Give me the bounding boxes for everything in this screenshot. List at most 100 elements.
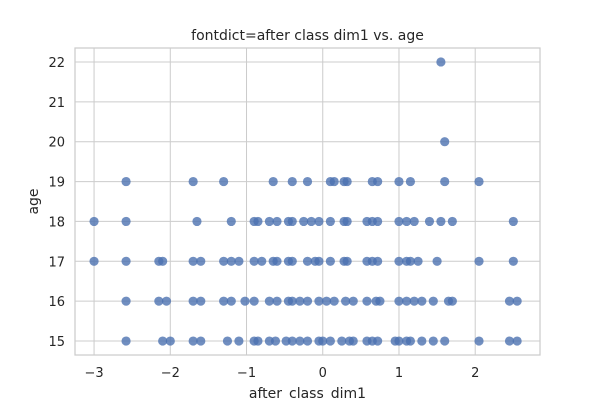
data-point xyxy=(234,256,244,266)
data-point xyxy=(405,176,416,187)
x-tick-label: 2 xyxy=(471,366,479,381)
data-point xyxy=(329,296,339,306)
data-point xyxy=(196,256,206,266)
data-point xyxy=(188,296,198,306)
x-axis-label: after_class_dim1 xyxy=(249,386,366,400)
data-point xyxy=(188,336,198,346)
data-point xyxy=(474,256,484,266)
data-point xyxy=(219,296,229,306)
data-point xyxy=(249,296,259,306)
chart-title: fontdict=after class dim1 vs. age xyxy=(191,28,424,44)
x-tick-label: −3 xyxy=(84,366,103,381)
data-point xyxy=(89,256,99,266)
plot-frame xyxy=(74,47,541,356)
y-tick-label: 20 xyxy=(48,136,65,151)
data-point xyxy=(287,176,297,187)
y-tick-label: 22 xyxy=(48,56,65,71)
data-point xyxy=(508,216,518,227)
x-tick-label: 1 xyxy=(395,366,403,381)
data-point xyxy=(405,256,416,266)
data-point xyxy=(158,336,168,346)
data-point xyxy=(373,176,383,187)
data-point xyxy=(188,256,198,266)
data-point xyxy=(474,336,484,346)
data-point xyxy=(394,296,404,306)
data-point xyxy=(249,256,259,266)
data-point xyxy=(342,216,352,227)
data-point xyxy=(394,216,404,227)
data-point xyxy=(447,296,457,306)
y-tick-labels: 15 16 17 18 19 20 21 22 xyxy=(48,56,65,350)
data-point xyxy=(226,296,236,306)
data-point xyxy=(325,256,335,266)
data-point xyxy=(314,256,324,266)
data-point xyxy=(188,176,198,187)
data-point xyxy=(394,336,404,346)
data-point xyxy=(373,336,383,346)
data-point xyxy=(447,216,457,227)
data-point xyxy=(121,176,131,187)
data-point xyxy=(375,296,385,306)
x-tick-labels: −3 −2 −1 0 1 2 xyxy=(84,366,479,381)
y-tick-label: 15 xyxy=(48,335,65,350)
data-point xyxy=(394,176,404,187)
data-point xyxy=(253,336,263,346)
x-tick-label: 0 xyxy=(319,366,327,381)
data-point xyxy=(272,256,282,266)
data-point xyxy=(428,336,438,346)
data-point xyxy=(196,296,206,306)
data-point xyxy=(158,256,168,266)
data-point xyxy=(405,336,416,346)
data-point xyxy=(432,256,442,266)
data-point xyxy=(165,336,175,346)
data-point xyxy=(299,216,309,227)
data-point xyxy=(234,336,244,346)
data-point xyxy=(362,296,372,306)
data-point xyxy=(321,296,332,306)
data-point xyxy=(373,256,383,266)
data-point xyxy=(428,296,438,306)
data-point xyxy=(295,296,305,306)
y-tick-label: 17 xyxy=(48,255,65,270)
data-point xyxy=(474,176,484,187)
data-point xyxy=(512,336,522,346)
data-point xyxy=(401,216,412,227)
data-point xyxy=(504,296,515,306)
grid xyxy=(75,48,540,355)
data-point xyxy=(508,256,518,266)
y-axis-label: age xyxy=(26,188,42,214)
data-point xyxy=(272,296,282,306)
data-point xyxy=(240,296,250,306)
points xyxy=(89,57,522,346)
data-point xyxy=(287,216,297,227)
data-point xyxy=(341,296,351,306)
data-point xyxy=(268,176,278,187)
data-point xyxy=(192,216,202,227)
data-point xyxy=(121,336,131,346)
data-point xyxy=(89,216,99,227)
data-point xyxy=(295,336,305,346)
data-point xyxy=(440,176,450,187)
data-point xyxy=(121,296,131,306)
x-tick-label: −1 xyxy=(237,366,256,381)
data-point xyxy=(314,216,324,227)
data-point xyxy=(342,256,352,266)
data-point xyxy=(417,296,427,306)
data-point xyxy=(413,256,423,266)
x-tick-label: −2 xyxy=(161,366,180,381)
data-point xyxy=(219,176,229,187)
data-point xyxy=(302,336,313,346)
data-point xyxy=(226,216,236,227)
data-point xyxy=(287,256,297,266)
data-point xyxy=(121,216,131,227)
data-point xyxy=(302,256,313,266)
data-point xyxy=(342,176,352,187)
data-point xyxy=(154,296,164,306)
data-point xyxy=(329,176,339,187)
data-point xyxy=(337,336,347,346)
data-point xyxy=(264,216,274,227)
data-point xyxy=(348,296,358,306)
data-point xyxy=(306,216,316,227)
data-point xyxy=(440,336,450,346)
